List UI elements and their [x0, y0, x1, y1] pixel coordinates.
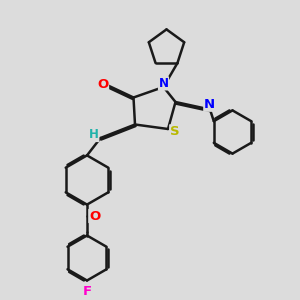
- Text: S: S: [170, 125, 179, 138]
- Text: N: N: [204, 98, 215, 111]
- Text: O: O: [97, 78, 109, 91]
- Text: F: F: [82, 285, 91, 298]
- Text: H: H: [89, 128, 99, 142]
- Text: N: N: [158, 77, 169, 90]
- Text: O: O: [89, 209, 100, 223]
